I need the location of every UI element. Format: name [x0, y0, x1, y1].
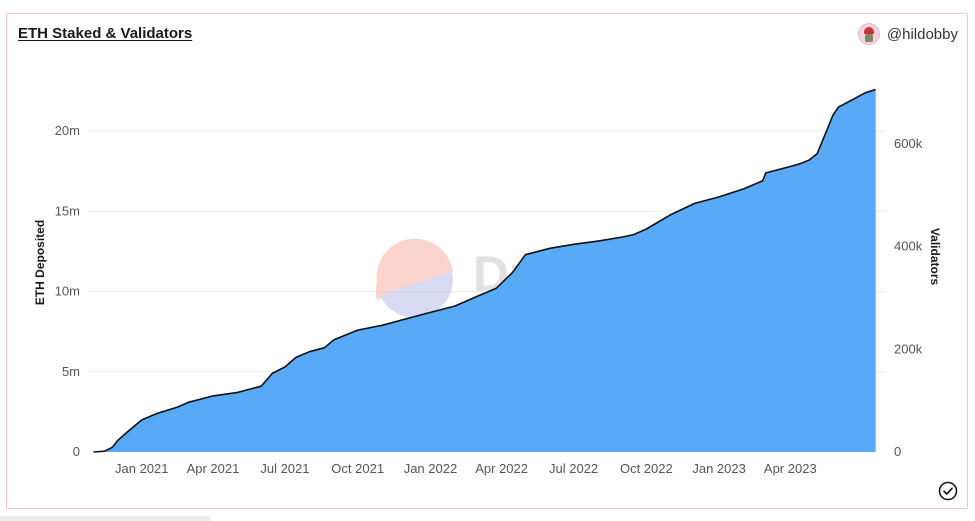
dune-logo-top — [375, 238, 453, 300]
x-tick-label: Apr 2023 — [764, 461, 817, 476]
y2-tick-label: 200k — [894, 341, 923, 356]
check-circle-icon[interactable] — [938, 481, 958, 501]
series-line — [93, 88, 876, 453]
avatar — [857, 23, 880, 45]
author-name: @hildobby — [886, 25, 958, 43]
series-area — [93, 89, 876, 452]
x-tick-label: Oct 2021 — [331, 461, 384, 476]
y2-tick-label: 400k — [894, 239, 923, 254]
y-tick-label: 15m — [55, 203, 80, 218]
y2-tick-label: 600k — [894, 136, 923, 151]
x-tick-label: Jan 2022 — [404, 461, 458, 476]
y-tick-label: 20m — [55, 123, 80, 138]
x-tick-label: Jan 2021 — [115, 461, 169, 476]
y-axis-label: ETH Deposited — [33, 220, 47, 305]
y-tick-label: 5m — [62, 364, 80, 379]
x-tick-label: Oct 2022 — [620, 461, 673, 476]
x-tick-label: Jan 2023 — [692, 461, 746, 476]
x-tick-label: Apr 2022 — [475, 461, 528, 476]
x-tick-label: Jul 2021 — [260, 461, 309, 476]
y2-axis-label: Validators — [928, 228, 942, 286]
chart-title[interactable]: ETH Staked & Validators — [18, 25, 193, 42]
status-strip — [0, 516, 210, 521]
x-tick-label: Apr 2021 — [187, 461, 240, 476]
y-tick-label: 0 — [73, 444, 80, 459]
dune-logo-bottom — [380, 272, 453, 318]
x-tick-label: Jul 2022 — [549, 461, 598, 476]
y-tick-label: 10m — [55, 284, 80, 299]
y2-tick-label: 0 — [894, 444, 901, 459]
author-badge[interactable]: @hildobby — [857, 23, 958, 45]
